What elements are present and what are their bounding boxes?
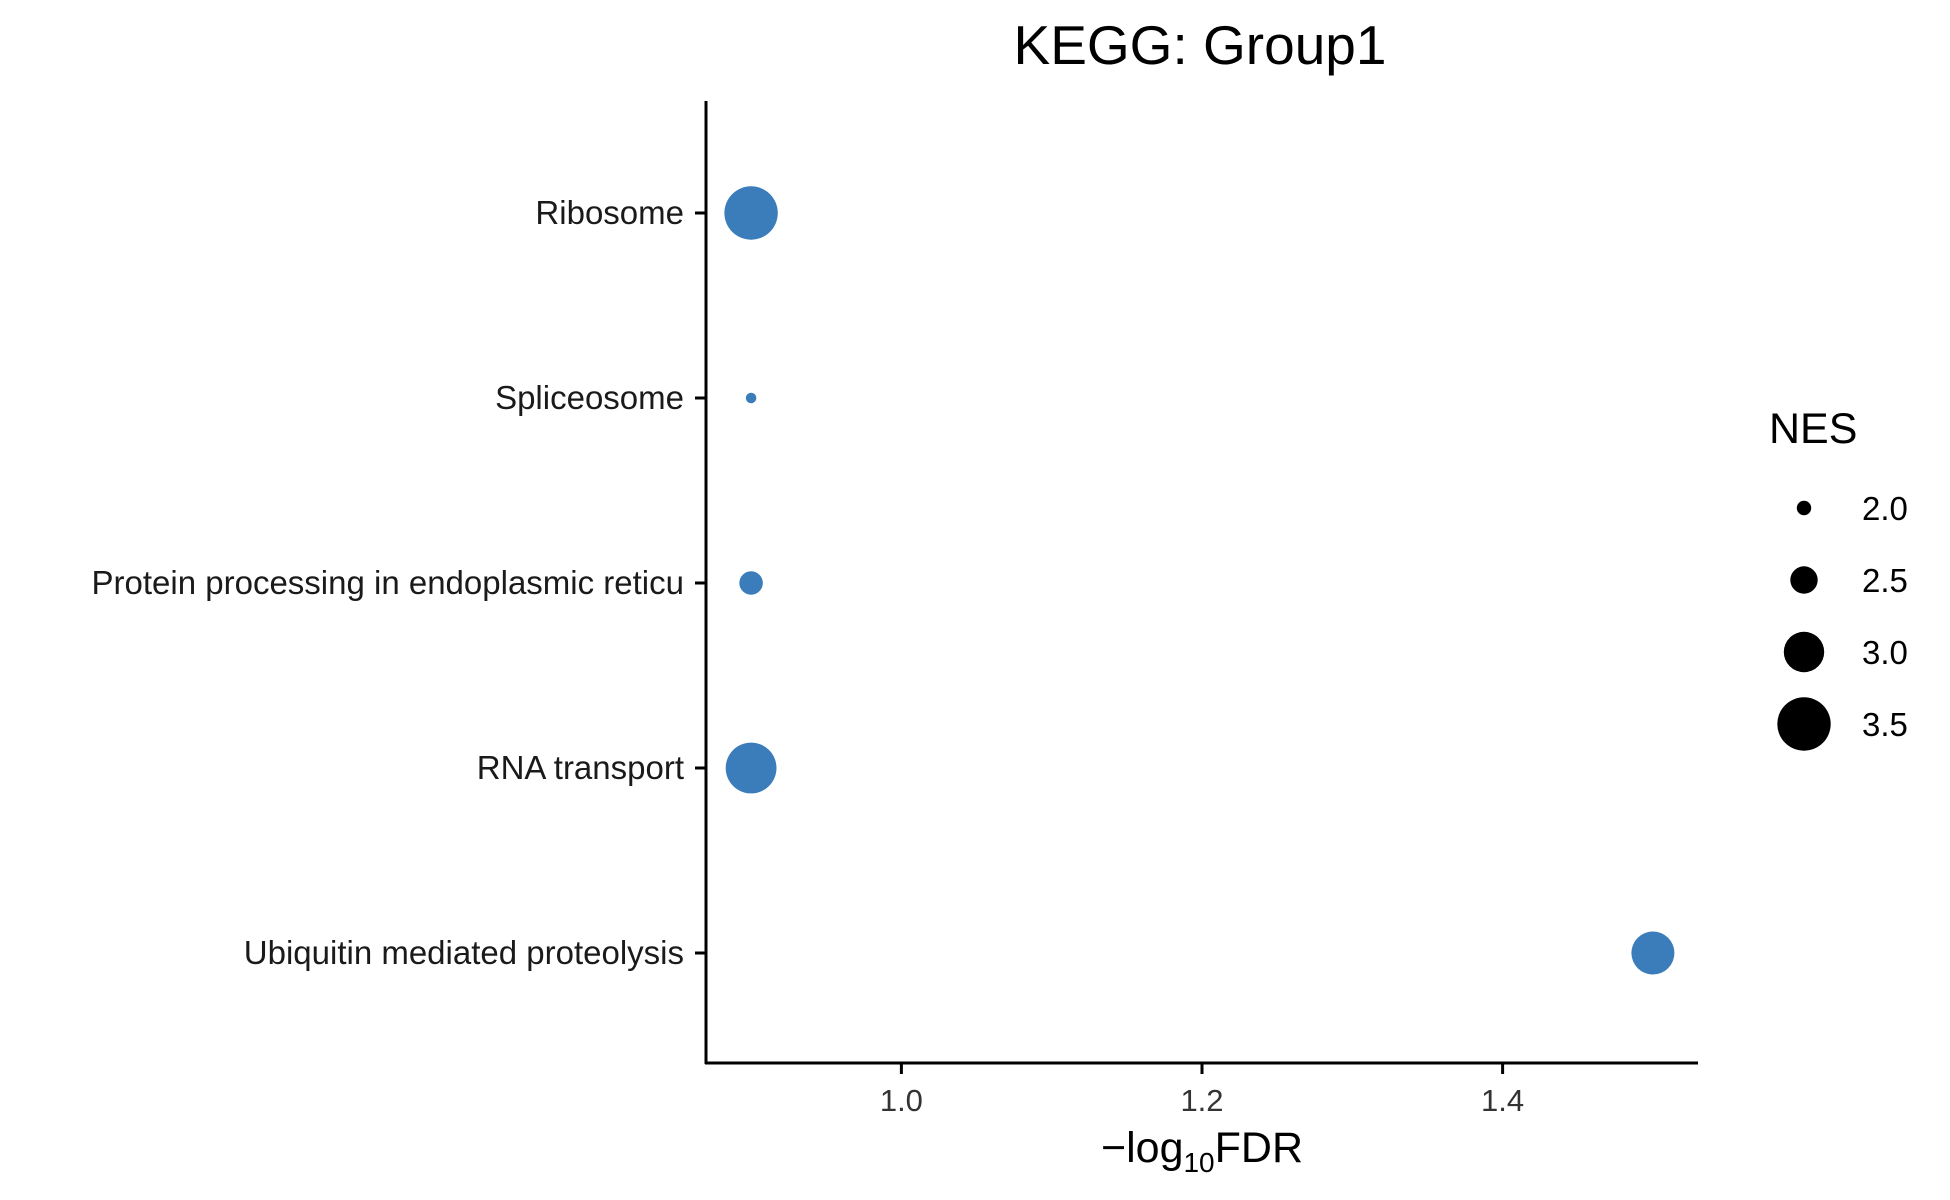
x-axis-title-subscript: 10 — [1183, 1147, 1214, 1178]
x-tick-label: 1.0 — [880, 1083, 923, 1118]
x-axis-title: −log10FDR — [1101, 1124, 1303, 1178]
legend: NES 2.0 2.5 3.0 3.5 — [1769, 405, 1908, 751]
x-axis-title-prefix: −log — [1101, 1124, 1184, 1172]
legend-key — [1790, 566, 1818, 594]
plot-area — [724, 186, 1675, 975]
data-point — [745, 392, 757, 404]
data-point — [1631, 931, 1675, 975]
data-point — [725, 742, 777, 794]
legend-key — [1796, 500, 1812, 516]
data-point — [724, 186, 778, 240]
legend-label: 2.5 — [1862, 562, 1908, 599]
y-tick-label: RNA transport — [477, 749, 684, 786]
legend-title: NES — [1769, 405, 1857, 453]
y-tick-label: Protein processing in endoplasmic reticu — [92, 564, 684, 601]
x-axis-ticks: 1.0 1.2 1.4 — [880, 1063, 1524, 1118]
y-axis-labels: Ribosome Spliceosome Protein processing in… — [92, 194, 706, 971]
data-point — [739, 571, 763, 595]
legend-label: 2.0 — [1862, 490, 1908, 527]
legend-key — [1777, 697, 1831, 751]
legend-label: 3.5 — [1862, 706, 1908, 743]
y-tick-label: Spliceosome — [495, 379, 684, 416]
x-tick-label: 1.4 — [1481, 1083, 1524, 1118]
x-axis-title-suffix: FDR — [1215, 1124, 1303, 1172]
x-tick-label: 1.2 — [1180, 1083, 1223, 1118]
y-tick-label: Ubiquitin mediated proteolysis — [244, 934, 684, 971]
y-tick-label: Ribosome — [535, 194, 684, 231]
legend-key — [1783, 631, 1825, 673]
chart-title: KEGG: Group1 — [1014, 14, 1387, 76]
legend-label: 3.0 — [1862, 634, 1908, 671]
